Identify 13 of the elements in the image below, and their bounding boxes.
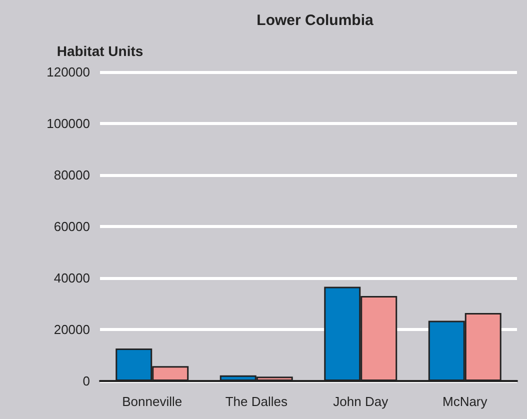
x-tick-label: Bonneville	[122, 394, 182, 409]
x-tick-label: The Dalles	[225, 394, 288, 409]
chart-title: Lower Columbia	[256, 12, 374, 29]
y-tick-label: 0	[82, 374, 90, 388]
y-tick-label: 40000	[54, 270, 90, 286]
y-tick-label: 60000	[54, 219, 90, 234]
x-tick-label: John Day	[333, 394, 389, 409]
y-axis-title: Habitat Units	[56, 43, 144, 59]
x-tick-label: McNary	[442, 394, 488, 409]
y-tick-label: 80000	[54, 168, 90, 182]
y-tick-label: 20000	[54, 322, 90, 337]
y-tick-label: 100000	[46, 116, 90, 131]
y-tick-label: 120000	[46, 64, 90, 80]
